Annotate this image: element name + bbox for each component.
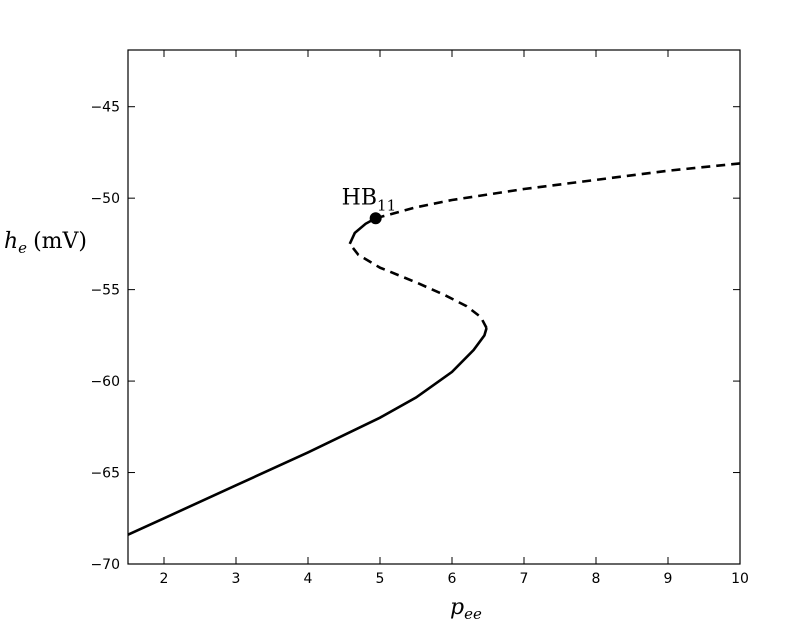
annotation: HB11 — [342, 185, 396, 214]
curve — [127, 327, 488, 536]
y-axis-label: he (mV) — [4, 229, 87, 257]
curve — [348, 243, 488, 329]
plot-frame — [127, 49, 741, 565]
x-tick-label: 10 — [731, 571, 749, 587]
x-tick-label: 7 — [520, 571, 529, 587]
x-axis-subscript: ee — [464, 605, 482, 623]
annotation-text: HB — [342, 185, 377, 210]
annotation-subscript: 11 — [377, 196, 396, 214]
x-tick-label: 6 — [448, 571, 457, 587]
y-axis-unit: (mV) — [33, 229, 87, 254]
curve — [375, 162, 741, 220]
y-tick-label: −50 — [90, 191, 120, 207]
x-tick-label: 8 — [592, 571, 601, 587]
y-tick-label: −60 — [90, 374, 120, 390]
y-tick-label: −70 — [90, 557, 120, 573]
x-tick-label: 9 — [664, 571, 673, 587]
x-tick-label: 5 — [376, 571, 385, 587]
hopf-point — [369, 212, 382, 225]
y-axis-subscript: e — [18, 239, 27, 257]
x-tick-label: 3 — [232, 571, 241, 587]
y-tick-label: −45 — [90, 100, 120, 116]
y-axis-symbol: h — [4, 229, 18, 254]
x-tick-label: 4 — [304, 571, 313, 587]
y-tick-label: −65 — [90, 466, 120, 482]
x-axis-symbol: p — [450, 595, 464, 620]
x-axis-label: pee — [450, 595, 482, 623]
y-tick-label: −55 — [90, 283, 120, 299]
x-tick-label: 2 — [160, 571, 169, 587]
